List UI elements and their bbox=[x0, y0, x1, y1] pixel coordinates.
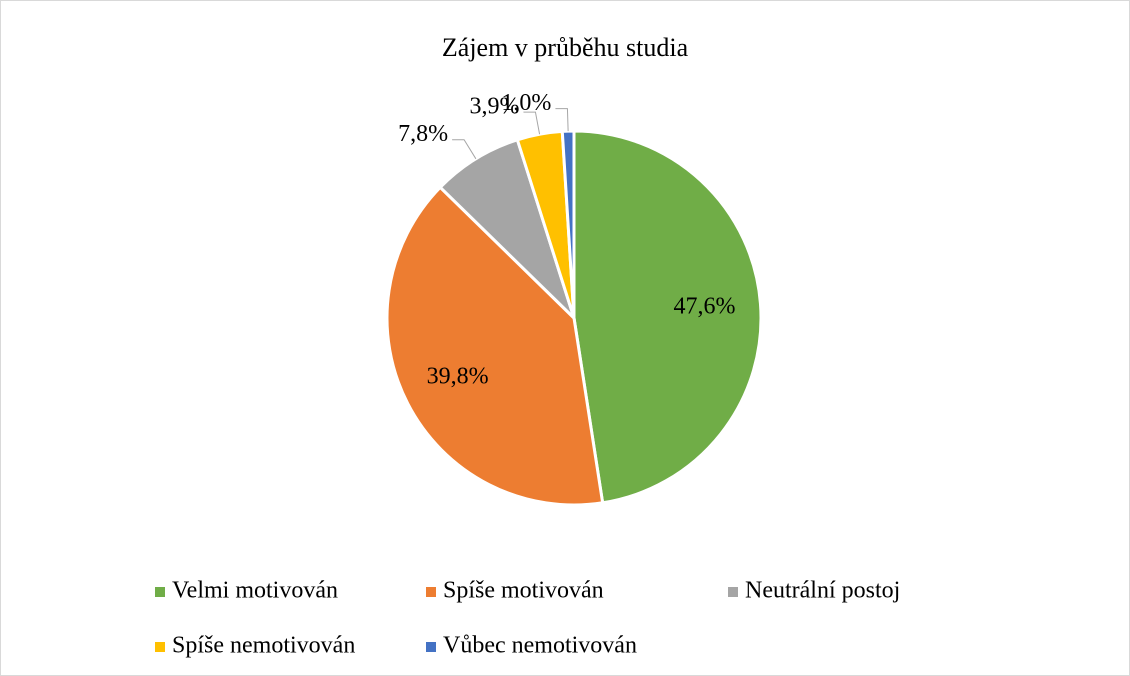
legend-marker bbox=[426, 642, 436, 652]
leader-line bbox=[523, 111, 541, 135]
data-label: 47,6% bbox=[674, 293, 736, 319]
leader-line bbox=[555, 108, 569, 132]
chart-title: Zájem v průběhu studia bbox=[442, 33, 689, 62]
legend-marker bbox=[155, 587, 165, 597]
data-label: 39,8% bbox=[427, 363, 489, 389]
leader-line bbox=[452, 139, 477, 160]
legend-marker bbox=[728, 587, 738, 597]
pie-slice bbox=[385, 185, 605, 507]
pie-slice bbox=[572, 129, 763, 505]
legend-label: Spíše nemotivován bbox=[172, 633, 355, 659]
legend-marker bbox=[155, 642, 165, 652]
legend-label: Velmi motivován bbox=[172, 578, 338, 604]
legend-marker bbox=[426, 587, 436, 597]
data-label: 1,0% bbox=[501, 90, 551, 116]
data-label: 7,8% bbox=[398, 121, 448, 147]
legend-label: Spíše motivován bbox=[443, 578, 604, 604]
data-label: 3,9% bbox=[469, 94, 519, 120]
legend-label: Neutrální postoj bbox=[745, 578, 900, 604]
legend-label: Vůbec nemotivován bbox=[443, 633, 637, 659]
pie-slice bbox=[438, 137, 576, 320]
